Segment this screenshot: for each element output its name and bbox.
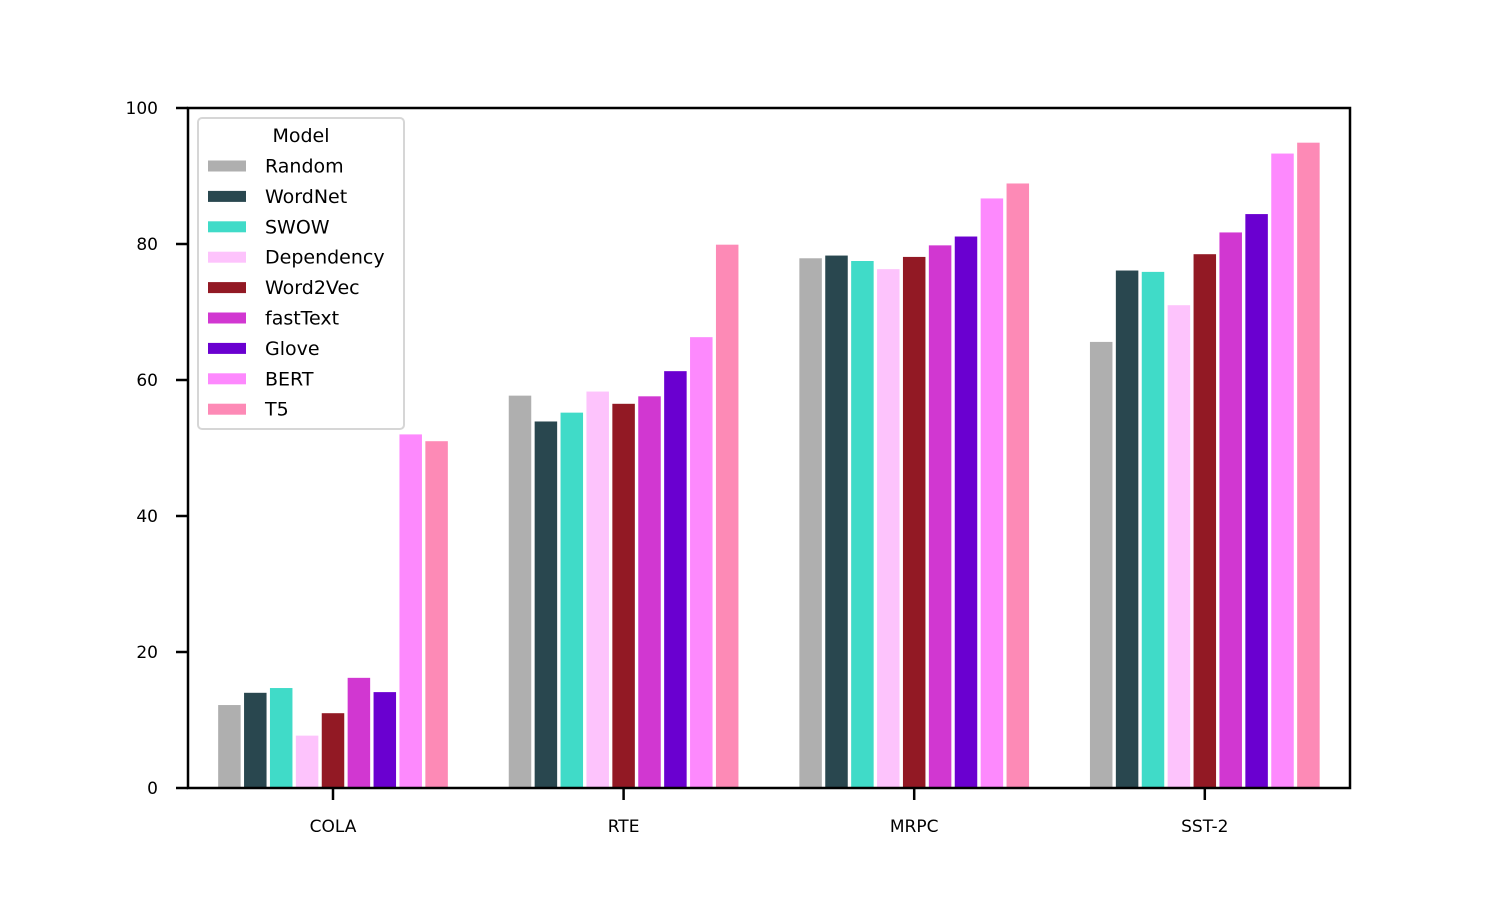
bar-swow-mrpc	[851, 261, 874, 788]
bar-word2vec-sst-2	[1193, 254, 1217, 788]
bar-fasttext-mrpc	[928, 245, 952, 789]
legend-swatch-dependency	[208, 251, 246, 263]
bar-bert-sst-2	[1271, 153, 1294, 788]
bar-word2vec-mrpc	[902, 256, 926, 788]
bars-layer	[218, 142, 1320, 789]
bar-t5-mrpc	[1006, 183, 1030, 789]
x-axis: COLA RTE MRPC SST-2	[310, 788, 1228, 837]
bar-swow-rte	[560, 412, 584, 788]
legend-label-dependency: Dependency	[265, 247, 385, 269]
bar-fasttext-cola	[347, 677, 371, 788]
bar-t5-cola	[425, 441, 448, 788]
legend-label-fasttext: fastText	[265, 308, 339, 330]
y-tick-label: 100	[126, 99, 158, 119]
bar-word2vec-rte	[612, 403, 635, 788]
legend-label-word2vec: Word2Vec	[265, 277, 360, 299]
legend-label-random: Random	[265, 156, 344, 178]
bar-t5-rte	[715, 244, 739, 788]
y-tick-label: 60	[136, 371, 158, 391]
bar-glove-rte	[664, 371, 687, 788]
legend-label-glove: Glove	[265, 338, 320, 360]
bar-swow-cola	[269, 688, 293, 788]
y-tick-label: 40	[136, 507, 158, 527]
bar-glove-sst-2	[1245, 214, 1268, 788]
y-tick-label: 0	[147, 779, 158, 799]
x-tick-label: COLA	[310, 817, 357, 837]
bar-bert-mrpc	[980, 198, 1004, 788]
bar-swow-sst-2	[1141, 271, 1165, 788]
legend-label-bert: BERT	[265, 368, 314, 390]
bar-wordnet-cola	[244, 692, 267, 788]
x-tick-label: RTE	[608, 817, 640, 837]
bar-bert-rte	[690, 337, 713, 788]
bar-fasttext-sst-2	[1219, 232, 1242, 788]
legend-label-wordnet: WordNet	[265, 186, 347, 208]
legend-swatch-word2vec	[208, 282, 246, 294]
bar-dependency-cola	[295, 735, 319, 788]
bar-glove-mrpc	[954, 236, 978, 788]
bar-dependency-sst-2	[1167, 305, 1191, 788]
y-tick-label: 80	[136, 235, 158, 255]
bar-wordnet-rte	[534, 421, 558, 788]
legend-swatch-wordnet	[208, 190, 246, 202]
legend-label-swow: SWOW	[265, 216, 330, 238]
plot-frame	[186, 106, 1352, 790]
legend-swatch-fasttext	[208, 312, 246, 324]
bar-t5-sst-2	[1297, 142, 1320, 788]
bar-random-mrpc	[799, 258, 822, 788]
legend-swatch-t5	[208, 403, 246, 415]
bar-random-rte	[508, 395, 532, 788]
bar-random-sst-2	[1089, 341, 1113, 788]
bar-bert-cola	[399, 434, 422, 788]
bar-dependency-rte	[586, 391, 609, 788]
y-tick-label: 20	[136, 643, 158, 663]
legend-swatch-swow	[208, 221, 246, 233]
legend: Model Random WordNet SWOW Dependency Word2Vec…	[197, 117, 405, 430]
bar-dependency-mrpc	[877, 269, 900, 788]
bar-glove-cola	[373, 692, 397, 788]
legend-box	[197, 117, 405, 430]
legend-swatch-glove	[208, 342, 246, 354]
legend-swatch-bert	[208, 373, 246, 385]
bar-fasttext-rte	[638, 396, 661, 788]
legend-title: Model	[272, 125, 329, 147]
legend-label-t5: T5	[264, 399, 289, 421]
legend-swatch-random	[208, 160, 246, 172]
bar-word2vec-cola	[321, 713, 345, 788]
y-axis: 0 20 40 60 80 100	[126, 99, 188, 799]
x-tick-label: MRPC	[890, 817, 939, 837]
bar-wordnet-mrpc	[825, 255, 848, 788]
x-tick-label: SST-2	[1181, 817, 1228, 837]
bar-random-cola	[218, 705, 241, 788]
bar-wordnet-sst-2	[1115, 270, 1139, 788]
